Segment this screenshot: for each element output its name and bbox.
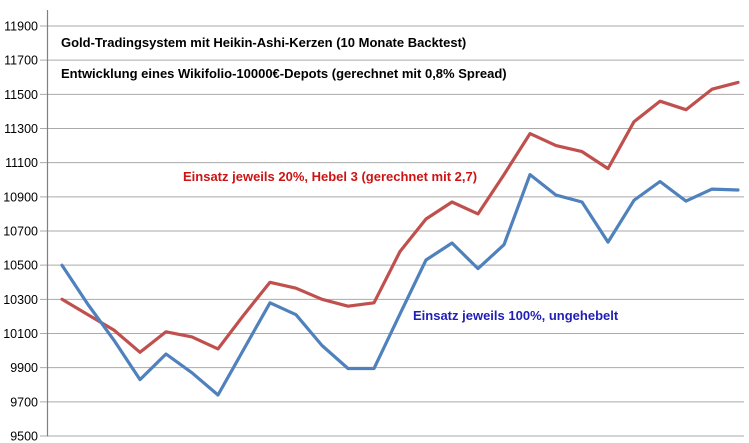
- y-tick-label: 9500: [10, 430, 38, 443]
- y-tick-label: 10700: [3, 225, 38, 239]
- chart-title-line1: Gold-Tradingsystem mit Heikin-Ashi-Kerze…: [61, 35, 467, 50]
- y-tick-label: 10500: [3, 259, 38, 273]
- y-tick-label: 11100: [5, 156, 38, 170]
- y-tick-label: 11900: [4, 20, 38, 34]
- y-tick-label: 9900: [10, 361, 38, 375]
- y-tick-label: 10300: [3, 293, 38, 307]
- y-tick-label: 10100: [3, 327, 38, 341]
- series-line-unleveraged: [60, 173, 740, 397]
- y-tick-label: 11300: [4, 122, 38, 136]
- y-tick-label: 11700: [4, 54, 38, 68]
- series-label-leveraged: Einsatz jeweils 20%, Hebel 3 (gerechnet …: [183, 169, 478, 184]
- y-tick-label: 10900: [3, 190, 38, 204]
- chart-title-line2: Entwicklung eines Wikifolio-10000€-Depot…: [61, 66, 507, 81]
- series-line-leveraged: [60, 80, 740, 354]
- y-tick-label: 9700: [10, 395, 38, 409]
- series-label-unleveraged: Einsatz jeweils 100%, ungehebelt: [413, 308, 619, 323]
- y-tick-label: 11500: [4, 88, 38, 102]
